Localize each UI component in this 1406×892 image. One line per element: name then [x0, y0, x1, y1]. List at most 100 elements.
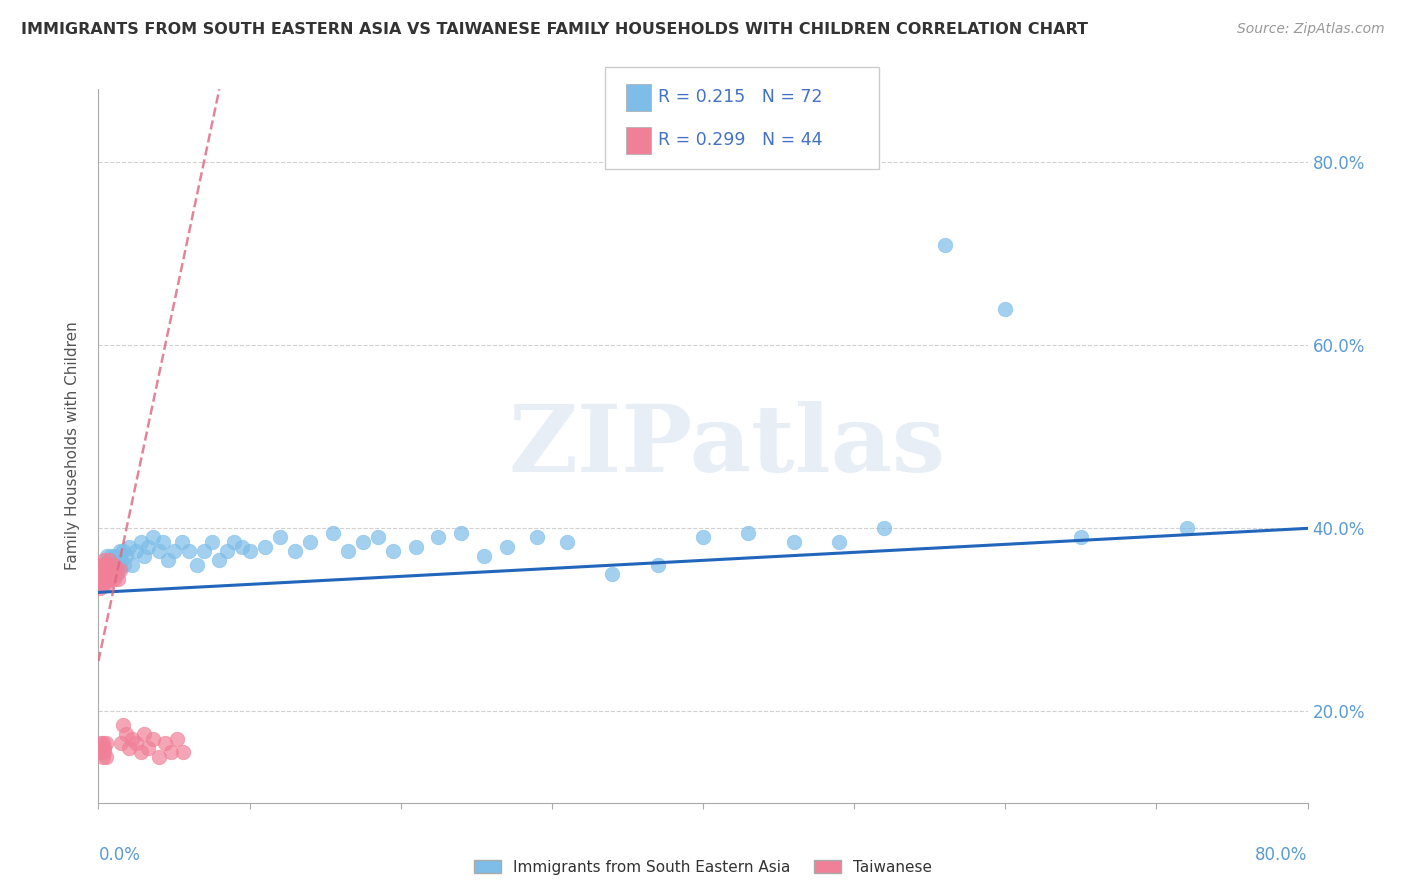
Point — [215, 544, 238, 558]
Point — [91, 562, 114, 576]
Point — [90, 736, 112, 750]
Point — [90, 576, 112, 591]
Point — [104, 562, 127, 576]
Point — [132, 549, 155, 563]
Point — [495, 540, 517, 554]
Point — [179, 544, 201, 558]
Point — [121, 558, 143, 572]
Point — [96, 549, 118, 563]
Point — [94, 750, 117, 764]
Point — [89, 746, 111, 760]
Point — [94, 558, 117, 572]
Point — [152, 535, 174, 549]
Point — [91, 750, 114, 764]
Point — [93, 746, 115, 760]
Point — [108, 558, 131, 572]
Point — [98, 567, 121, 582]
Point — [107, 558, 129, 572]
Point — [129, 746, 152, 760]
Point — [114, 727, 136, 741]
Point — [108, 562, 131, 576]
Point — [111, 544, 134, 558]
Point — [93, 740, 115, 755]
Text: ZIPatlas: ZIPatlas — [509, 401, 946, 491]
Point — [166, 731, 188, 746]
Point — [783, 535, 806, 549]
Point — [239, 544, 262, 558]
Point — [110, 553, 132, 567]
Legend: Immigrants from South Eastern Asia, Taiwanese: Immigrants from South Eastern Asia, Taiw… — [468, 854, 938, 880]
Point — [98, 553, 121, 567]
Point — [186, 558, 208, 572]
Point — [148, 544, 170, 558]
Text: R = 0.299   N = 44: R = 0.299 N = 44 — [658, 131, 823, 149]
Point — [125, 544, 148, 558]
Point — [103, 567, 125, 582]
Point — [111, 718, 134, 732]
Point — [90, 562, 112, 576]
Point — [1175, 521, 1198, 535]
Point — [450, 525, 472, 540]
Point — [136, 540, 159, 554]
Point — [94, 572, 117, 586]
Point — [163, 544, 186, 558]
Point — [107, 572, 129, 586]
Point — [148, 750, 170, 764]
Point — [132, 727, 155, 741]
Point — [105, 562, 128, 576]
Point — [129, 535, 152, 549]
Point — [142, 531, 165, 545]
Point — [89, 581, 111, 595]
Y-axis label: Family Households with Children: Family Households with Children — [65, 322, 80, 570]
Point — [103, 558, 125, 572]
Point — [136, 740, 159, 755]
Point — [110, 736, 132, 750]
Point — [105, 567, 128, 582]
Point — [100, 562, 122, 576]
Point — [101, 562, 124, 576]
Point — [100, 572, 122, 586]
Point — [121, 731, 143, 746]
Point — [96, 558, 118, 572]
Point — [96, 562, 118, 576]
Point — [172, 746, 194, 760]
Point — [104, 567, 127, 582]
Point — [269, 531, 291, 545]
Point — [193, 544, 215, 558]
Point — [100, 549, 122, 563]
Point — [142, 731, 165, 746]
Point — [91, 558, 114, 572]
Point — [93, 562, 115, 576]
Point — [427, 531, 450, 545]
Point — [104, 549, 127, 563]
Point — [96, 562, 118, 576]
Point — [118, 740, 141, 755]
Point — [208, 553, 231, 567]
Point — [156, 553, 179, 567]
Point — [98, 572, 121, 586]
Text: R = 0.215   N = 72: R = 0.215 N = 72 — [658, 87, 823, 105]
Point — [367, 531, 389, 545]
Text: 80.0%: 80.0% — [1256, 846, 1308, 863]
Point — [90, 740, 112, 755]
Point — [352, 535, 374, 549]
Point — [89, 567, 111, 582]
Point — [108, 544, 131, 558]
Point — [1070, 531, 1092, 545]
Point — [253, 540, 276, 554]
Text: IMMIGRANTS FROM SOUTH EASTERN ASIA VS TAIWANESE FAMILY HOUSEHOLDS WITH CHILDREN : IMMIGRANTS FROM SOUTH EASTERN ASIA VS TA… — [21, 22, 1088, 37]
Point — [90, 558, 112, 572]
Point — [94, 558, 117, 572]
Point — [555, 535, 578, 549]
Point — [100, 562, 122, 576]
Text: 0.0%: 0.0% — [98, 846, 141, 863]
Point — [98, 558, 121, 572]
Point — [93, 576, 115, 591]
Point — [405, 540, 427, 554]
Point — [201, 535, 224, 549]
Point — [336, 544, 359, 558]
Point — [160, 746, 183, 760]
Point — [873, 521, 896, 535]
Point — [692, 531, 714, 545]
Point — [224, 535, 246, 549]
